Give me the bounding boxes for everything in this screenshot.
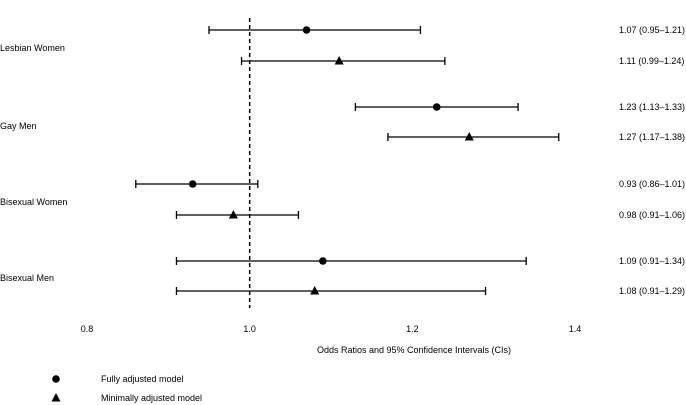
legend-circle-icon [52, 375, 60, 383]
group-label: Lesbian Women [0, 43, 65, 53]
group-label: Bisexual Women [0, 197, 67, 207]
x-tick-label: 1.2 [406, 324, 419, 334]
value-label: 1.23 (1.13–1.33) [619, 102, 685, 112]
x-tick-label: 0.8 [81, 324, 94, 334]
point-circle [188, 180, 197, 188]
point-triangle [228, 210, 238, 219]
point-circle [432, 103, 441, 111]
legend-triangle-icon [51, 393, 61, 402]
point-triangle [310, 286, 320, 295]
point-triangle [464, 132, 474, 141]
value-label: 0.98 (0.91–1.06) [619, 210, 685, 220]
legend-label: Minimally adjusted model [101, 393, 202, 403]
x-axis-title: Odds Ratios and 95% Confidence Intervals… [317, 345, 511, 355]
point-circle [319, 257, 327, 265]
legend-label: Fully adjusted model [101, 374, 184, 384]
group-label: Gay Men [0, 121, 37, 131]
point-circle [302, 26, 311, 34]
value-label: 1.27 (1.17–1.38) [619, 132, 685, 142]
point-triangle [334, 56, 344, 65]
value-label: 1.09 (0.91–1.34) [619, 256, 685, 266]
group-label: Bisexual Men [0, 273, 54, 283]
value-label: 1.07 (0.95–1.21) [619, 25, 685, 35]
x-tick-label: 1.0 [243, 324, 256, 334]
value-label: 1.11 (0.99–1.24) [619, 56, 684, 66]
x-tick-label: 1.4 [569, 324, 582, 334]
value-label: 1.08 (0.91–1.29) [619, 286, 685, 296]
value-label: 0.93 (0.86–1.01) [619, 179, 685, 189]
